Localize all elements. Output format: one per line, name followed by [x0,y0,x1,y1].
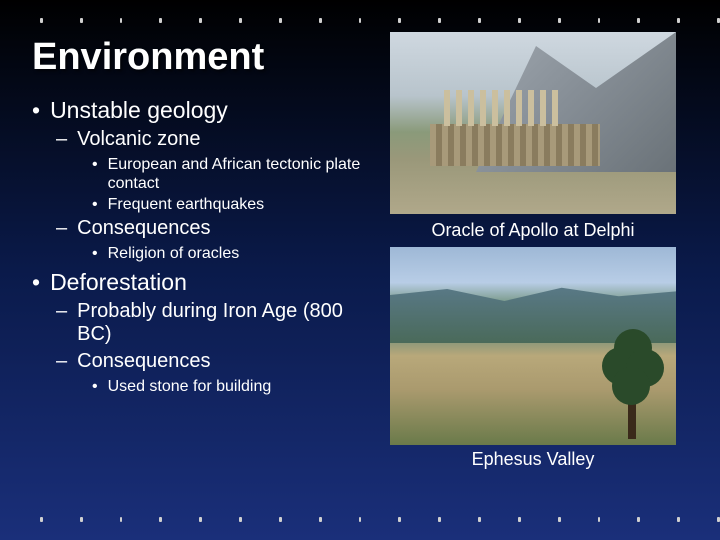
bullet-l3: • Frequent earthquakes [92,195,382,214]
bullet-l1: • Deforestation [32,269,382,296]
bullet-text: Religion of oracles [108,244,382,263]
tree-shape [602,329,662,439]
bullet-disc-icon: • [32,97,40,124]
bullet-text: Consequences [77,350,382,373]
bullet-disc-icon: • [32,269,40,296]
bullet-text: European and African tectonic plate cont… [108,155,382,193]
bullet-text: Volcanic zone [77,128,382,151]
bullet-l2: – Consequences [56,217,382,240]
slide-title: Environment [32,36,382,79]
bullet-text: Used stone for building [108,377,382,396]
bullet-l1: • Unstable geology [32,97,382,124]
bullet-text: Consequences [77,217,382,240]
image-column: Oracle of Apollo at Delphi Ephesus Valle… [390,36,720,504]
bullet-l3: • European and African tectonic plate co… [92,155,382,193]
bullet-text: Deforestation [50,269,382,296]
ruins-shape [430,124,600,166]
bullet-text: Unstable geology [50,97,382,124]
image-caption: Oracle of Apollo at Delphi [390,220,676,241]
slide-content: Environment • Unstable geology – Volcani… [0,36,720,504]
bullet-l2: – Probably during Iron Age (800 BC) [56,300,382,346]
text-column: Environment • Unstable geology – Volcani… [0,36,390,504]
bullet-disc-icon: • [92,195,98,214]
bullet-disc-icon: • [92,244,98,263]
decorative-dots-bottom [0,517,720,522]
bullet-dash-icon: – [56,300,67,323]
image-delphi [390,32,676,214]
columns-shape [444,90,584,126]
bullet-disc-icon: • [92,155,98,174]
bullet-disc-icon: • [92,377,98,396]
image-ephesus [390,247,676,445]
bullet-text: Probably during Iron Age (800 BC) [77,300,382,346]
bullet-text: Frequent earthquakes [108,195,382,214]
bullet-dash-icon: – [56,350,67,373]
image-caption: Ephesus Valley [390,449,676,470]
bullet-dash-icon: – [56,128,67,151]
bullet-l2: – Volcanic zone [56,128,382,151]
bullet-l2: – Consequences [56,350,382,373]
bullet-l3: • Used stone for building [92,377,382,396]
bullet-dash-icon: – [56,217,67,240]
bullet-l3: • Religion of oracles [92,244,382,263]
decorative-dots-top [0,18,720,23]
